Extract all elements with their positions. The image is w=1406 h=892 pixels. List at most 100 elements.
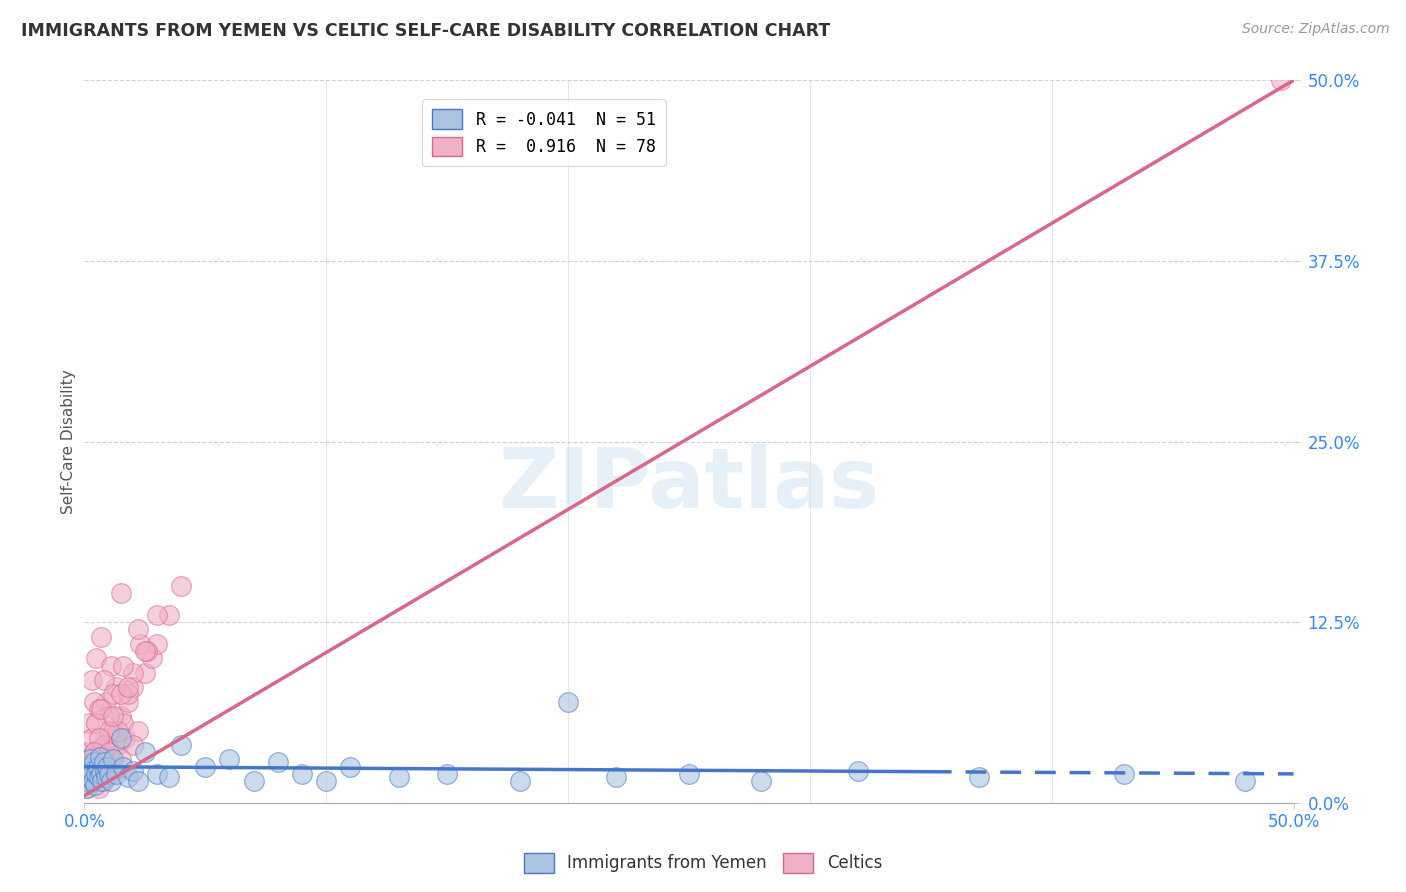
- Point: [242, 774, 264, 789]
- Point: [267, 756, 290, 770]
- Point: [315, 774, 337, 789]
- Point: [170, 738, 193, 752]
- Point: [76, 781, 98, 796]
- Point: [87, 781, 110, 796]
- Point: [218, 752, 240, 766]
- Point: [79, 767, 101, 781]
- Point: [339, 760, 361, 774]
- Point: [93, 756, 115, 770]
- Point: [557, 695, 579, 709]
- Point: [89, 749, 111, 764]
- Point: [605, 770, 627, 784]
- Point: [141, 651, 163, 665]
- Point: [90, 767, 112, 781]
- Point: [79, 752, 101, 766]
- Point: [94, 695, 117, 709]
- Point: [84, 767, 107, 781]
- Point: [77, 770, 100, 784]
- Point: [103, 752, 125, 766]
- Point: [678, 767, 700, 781]
- Point: [291, 767, 314, 781]
- Point: [107, 723, 129, 738]
- Point: [117, 680, 139, 694]
- Point: [93, 673, 115, 687]
- Y-axis label: Self-Care Disability: Self-Care Disability: [60, 369, 76, 514]
- Point: [170, 579, 193, 593]
- Point: [104, 767, 127, 781]
- Point: [84, 779, 107, 793]
- Point: [157, 607, 180, 622]
- Point: [86, 756, 108, 770]
- Point: [94, 764, 117, 778]
- Point: [76, 745, 98, 759]
- Point: [77, 760, 100, 774]
- Legend: R = -0.041  N = 51, R =  0.916  N = 78: R = -0.041 N = 51, R = 0.916 N = 78: [422, 99, 665, 166]
- Point: [134, 665, 156, 680]
- Point: [146, 637, 169, 651]
- Point: [83, 756, 105, 770]
- Point: [967, 770, 990, 784]
- Point: [134, 644, 156, 658]
- Point: [77, 752, 100, 766]
- Point: [90, 630, 112, 644]
- Point: [76, 760, 98, 774]
- Point: [94, 752, 117, 766]
- Point: [846, 764, 869, 778]
- Point: [80, 673, 103, 687]
- Point: [86, 760, 108, 774]
- Point: [97, 767, 120, 781]
- Point: [97, 731, 120, 745]
- Point: [103, 723, 125, 738]
- Point: [129, 637, 152, 651]
- Point: [80, 764, 103, 778]
- Point: [93, 738, 115, 752]
- Point: [93, 774, 115, 789]
- Point: [97, 709, 120, 723]
- Point: [112, 658, 135, 673]
- Text: IMMIGRANTS FROM YEMEN VS CELTIC SELF-CARE DISABILITY CORRELATION CHART: IMMIGRANTS FROM YEMEN VS CELTIC SELF-CAR…: [21, 22, 831, 40]
- Point: [94, 752, 117, 766]
- Point: [110, 709, 132, 723]
- Point: [100, 658, 122, 673]
- Point: [751, 774, 773, 789]
- Point: [82, 774, 104, 789]
- Point: [117, 695, 139, 709]
- Point: [83, 745, 105, 759]
- Point: [110, 731, 132, 745]
- Point: [97, 767, 120, 781]
- Point: [157, 770, 180, 784]
- Point: [91, 774, 114, 789]
- Text: ZIPatlas: ZIPatlas: [499, 444, 879, 525]
- Point: [90, 740, 112, 755]
- Point: [509, 774, 531, 789]
- Point: [94, 760, 117, 774]
- Point: [127, 774, 149, 789]
- Point: [1234, 774, 1257, 789]
- Point: [73, 774, 96, 789]
- Point: [86, 774, 108, 789]
- Point: [127, 623, 149, 637]
- Point: [91, 760, 114, 774]
- Point: [86, 760, 108, 774]
- Point: [75, 767, 97, 781]
- Point: [107, 738, 129, 752]
- Point: [194, 760, 217, 774]
- Point: [436, 767, 458, 781]
- Point: [96, 745, 118, 759]
- Point: [100, 752, 122, 766]
- Point: [134, 745, 156, 759]
- Point: [93, 738, 115, 752]
- Point: [77, 770, 100, 784]
- Legend: Immigrants from Yemen, Celtics: Immigrants from Yemen, Celtics: [517, 847, 889, 880]
- Point: [146, 767, 169, 781]
- Point: [146, 607, 169, 622]
- Point: [87, 749, 110, 764]
- Text: Source: ZipAtlas.com: Source: ZipAtlas.com: [1241, 22, 1389, 37]
- Point: [1270, 73, 1292, 87]
- Point: [75, 781, 97, 796]
- Point: [114, 731, 136, 745]
- Point: [83, 695, 105, 709]
- Point: [127, 723, 149, 738]
- Point: [110, 586, 132, 600]
- Point: [121, 738, 143, 752]
